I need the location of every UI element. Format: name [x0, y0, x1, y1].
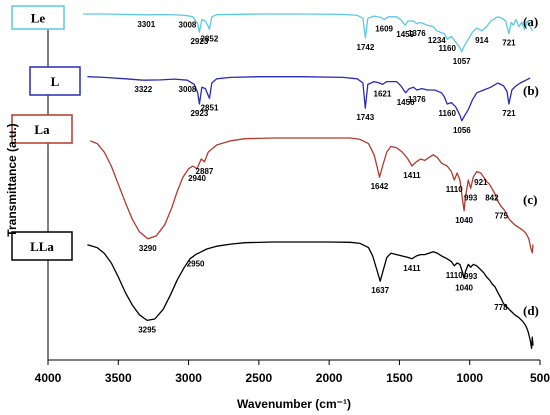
x-tick-label-3500: 3500	[105, 371, 132, 385]
series-box-l	[29, 66, 81, 96]
x-tick-label-4000: 4000	[35, 371, 62, 385]
spectra	[83, 13, 534, 350]
peak-label-lla-2950: 2950	[187, 260, 205, 269]
peak-label-l-1456: 1456	[397, 98, 415, 107]
peak-label-l-3322: 3322	[134, 85, 152, 94]
series-letter-l: (b)	[523, 83, 539, 98]
peak-label-l-1743: 1743	[356, 113, 374, 122]
y-axis-title: Transmittance (a.u.)	[5, 123, 19, 236]
peak-label-le-1609: 1609	[375, 25, 393, 34]
peak-label-le-3301: 3301	[137, 20, 155, 29]
peak-label-le-2923: 2923	[190, 37, 208, 46]
peak-label-la-1040: 1040	[455, 216, 473, 225]
peak-label-le-1376: 1376	[408, 29, 426, 38]
series-name-le: Le	[31, 11, 46, 26]
spectrum-lla	[87, 241, 534, 350]
peak-label-le-721: 721	[502, 39, 516, 48]
peak-label-la-993: 993	[464, 193, 478, 202]
series-name-la: La	[34, 122, 50, 137]
peak-label-le-1742: 1742	[357, 43, 375, 52]
peak-label-la-2940: 2940	[188, 174, 206, 183]
peak-label-lla-1040: 1040	[455, 283, 473, 292]
peak-label-la-1642: 1642	[371, 182, 389, 191]
peak-label-l-3008: 3008	[179, 85, 197, 94]
x-tick-label-1500: 1500	[386, 371, 413, 385]
peak-labels: 3301 300829232852174216091459137612341160…	[134, 20, 516, 335]
peak-label-le-2852: 2852	[200, 34, 218, 43]
x-tick-label-3000: 3000	[175, 371, 202, 385]
peak-label-la-842: 842	[485, 193, 499, 202]
series-box-lla	[11, 231, 73, 261]
peak-label-le-914: 914	[475, 36, 489, 45]
peak-label-le-1459: 1459	[396, 30, 414, 39]
peak-label-lla-778: 778	[494, 303, 508, 312]
peak-label-l-721: 721	[502, 109, 516, 118]
peak-label-le-1057: 1057	[453, 57, 471, 66]
x-tick-label-2000: 2000	[316, 371, 343, 385]
series-name-lla: LLa	[30, 239, 54, 254]
x-tick-label-1000: 1000	[456, 371, 483, 385]
peak-label-le-1234: 1234	[428, 36, 446, 45]
series-name-l: L	[51, 74, 60, 89]
peak-label-la-921: 921	[474, 178, 488, 187]
spectrum-le	[83, 13, 533, 53]
series-letter-le: (a)	[523, 14, 538, 29]
peak-label-lla-993: 993	[464, 272, 478, 281]
peak-label-l-1056: 1056	[453, 126, 471, 135]
series-letter-la: (c)	[523, 192, 537, 207]
x-ticks: 4000 3500 3000 2500 2000 1500 1000 500	[35, 360, 550, 385]
spectrum-la	[89, 137, 534, 254]
peak-label-l-1621: 1621	[374, 89, 392, 98]
peak-label-l-2851: 2851	[201, 103, 219, 112]
peak-label-la-2887: 2887	[196, 167, 214, 176]
series-letter-lla: (d)	[523, 303, 539, 318]
peak-label-la-775: 775	[495, 212, 509, 221]
peak-label-l-1376: 1376	[408, 95, 426, 104]
x-tick-label-500: 500	[530, 371, 550, 385]
series-box-le	[11, 5, 65, 30]
peak-label-la-1110: 1110	[446, 185, 463, 194]
series-letters: (a) (b) (c) (d)	[523, 14, 539, 318]
peak-label-lla-1110: 1110	[446, 271, 463, 280]
peak-label-l-2923: 2923	[190, 109, 208, 118]
x-axis-title: Wavenumber (cm⁻¹)	[237, 397, 351, 411]
peak-label-l-1160: 1160	[439, 109, 457, 118]
peak-label-la-3290: 3290	[139, 244, 157, 253]
peak-label-lla-1411: 1411	[403, 264, 421, 273]
peak-label-lla-3295: 3295	[138, 325, 156, 334]
series-box-la	[11, 114, 73, 144]
peak-label-la-1411: 1411	[403, 171, 421, 180]
x-tick-label-2500: 2500	[246, 371, 273, 385]
spectrum-l	[87, 76, 531, 122]
peak-label-lla-1637: 1637	[371, 286, 389, 295]
peak-label-le-1160: 1160	[439, 44, 457, 53]
peak-label-le-3008: 3008	[179, 21, 197, 30]
